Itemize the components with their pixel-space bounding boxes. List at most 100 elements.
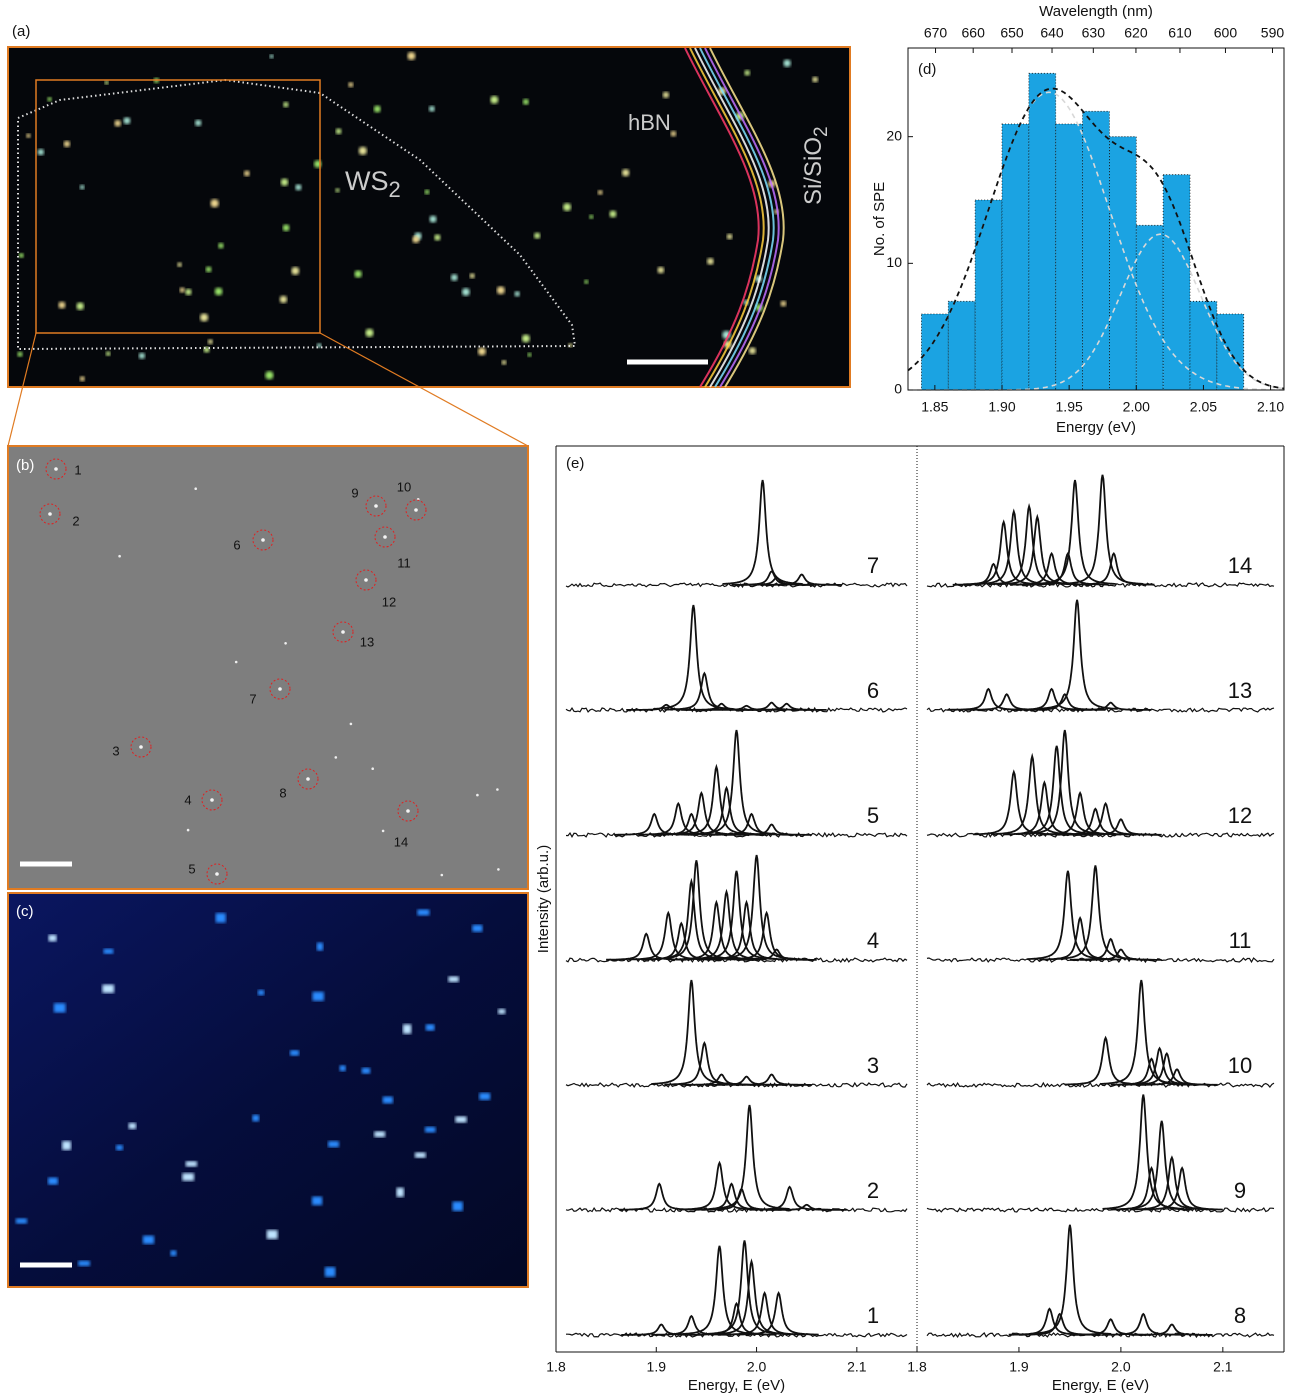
panel-label: (a): [12, 23, 30, 40]
emitter-number: 1: [74, 462, 81, 477]
pl-spot: [185, 1161, 197, 1167]
emitter-spot: [462, 288, 470, 296]
spectrum-peak: [1080, 948, 1162, 961]
x2-axis-title: Wavelength (nm): [1039, 3, 1153, 20]
baseline-noise: [926, 957, 1275, 964]
emitter-number: 12: [382, 594, 396, 609]
y-axis-title: Intensity (arb.u.): [535, 845, 552, 953]
spectrum-peak: [653, 604, 734, 710]
speck: [139, 745, 143, 749]
pl-spot: [182, 1173, 195, 1181]
pl-spot: [252, 1114, 260, 1122]
emitter-spot: [265, 371, 274, 380]
fit-total: [907, 87, 1285, 390]
emitter-spot: [501, 360, 507, 365]
fit-component: [908, 233, 1285, 391]
emitter-marker: [45, 458, 67, 480]
emitter-number: 2: [72, 513, 79, 528]
speck: [496, 788, 499, 791]
pl-spot: [290, 1050, 300, 1056]
emitter-spot: [179, 287, 185, 293]
spectrum-label: 4: [867, 928, 879, 953]
emitter-spot: [662, 91, 670, 98]
edge-line: [684, 47, 760, 388]
emitter-spot: [279, 295, 288, 304]
x-tick-label: 2.05: [1190, 399, 1217, 415]
x-axis-title: Energy, E (eV): [1052, 1377, 1149, 1394]
emitter-spot: [514, 291, 520, 297]
emitter-spot: [17, 351, 23, 357]
baseline-noise: [926, 1206, 1275, 1213]
spectrum-peak: [711, 812, 792, 836]
emitter-spot: [424, 189, 430, 195]
emitter-marker: [374, 526, 396, 548]
x-tick-label: 2.1: [847, 1359, 867, 1375]
x-axis-title: Energy (eV): [1056, 419, 1136, 436]
x-tick-label: 1.9: [1009, 1359, 1029, 1375]
emitter-spot: [214, 287, 223, 296]
spectrum-peak: [706, 1075, 787, 1086]
emitter-number: 6: [233, 537, 240, 552]
emitter-spot: [79, 376, 85, 382]
emitter-spot: [707, 258, 714, 265]
pl-spot: [215, 913, 226, 923]
histogram-bar: [1028, 72, 1057, 391]
pl-spot: [361, 1067, 371, 1074]
pl-spot: [312, 991, 324, 1001]
histogram-bar: [974, 199, 1003, 391]
emitter-marker: [130, 736, 152, 758]
spectrum-peak: [1136, 1068, 1218, 1086]
emitter-spot: [748, 347, 756, 355]
emitter-marker: [332, 621, 354, 643]
micrograph-b: [7, 445, 529, 890]
emitter-spot: [47, 97, 52, 102]
emitter-spot: [622, 169, 630, 177]
x2-tick-label: 650: [1000, 25, 1024, 41]
emitter-spot: [335, 128, 342, 135]
spectrum-peak: [1102, 1312, 1185, 1336]
pl-spot: [170, 1250, 177, 1256]
emitter-number: 4: [184, 792, 191, 807]
spectrum-label: 11: [1229, 928, 1252, 953]
spectrum-peak: [621, 1323, 702, 1336]
emitter-marker: [355, 569, 377, 591]
emitter-spot: [429, 215, 437, 223]
emitter-number: 13: [360, 634, 374, 649]
emitter-number: 7: [249, 691, 256, 706]
x-tick-label: 1.95: [1056, 399, 1083, 415]
spectrum-peak: [1131, 1323, 1213, 1336]
edge-line: [689, 47, 765, 388]
x2-tick-label: 610: [1168, 25, 1192, 41]
spectrum-peak: [1141, 1166, 1223, 1211]
x-tick-label: 2.0: [1111, 1359, 1131, 1375]
emitter-spot: [412, 235, 420, 243]
pl-spot: [48, 934, 57, 942]
x-tick-label: 2.0: [747, 1359, 767, 1375]
zoom-box: [35, 79, 321, 334]
histogram-bar: [1055, 123, 1083, 391]
x-tick-label: 1.85: [921, 399, 948, 415]
emitter-number: 14: [394, 834, 408, 849]
speck: [48, 512, 52, 516]
emitter-spot: [123, 117, 131, 125]
emitter-spot: [534, 232, 541, 239]
emitter-spot: [373, 105, 381, 113]
emitter-spot: [744, 70, 750, 76]
pl-spot: [257, 990, 265, 996]
emitter-spot: [490, 95, 499, 104]
emitter-spot: [563, 203, 572, 212]
histogram-bar: [1082, 110, 1110, 391]
spectrum-label: 7: [867, 553, 879, 578]
spectrum-label: 9: [1234, 1178, 1246, 1203]
emitter-number: 9: [351, 485, 358, 500]
emitter-number: 8: [279, 785, 286, 800]
spectrum-peak: [651, 979, 732, 1085]
pl-spot: [324, 1267, 336, 1277]
x-tick-label: 1.90: [988, 399, 1015, 415]
emitter-spot: [177, 262, 182, 268]
emitter-spot: [354, 270, 362, 278]
emitter-number: 10: [397, 479, 411, 494]
emitter-spot: [76, 302, 84, 311]
baseline-noise: [565, 1206, 908, 1213]
emitter-spot: [522, 98, 529, 105]
